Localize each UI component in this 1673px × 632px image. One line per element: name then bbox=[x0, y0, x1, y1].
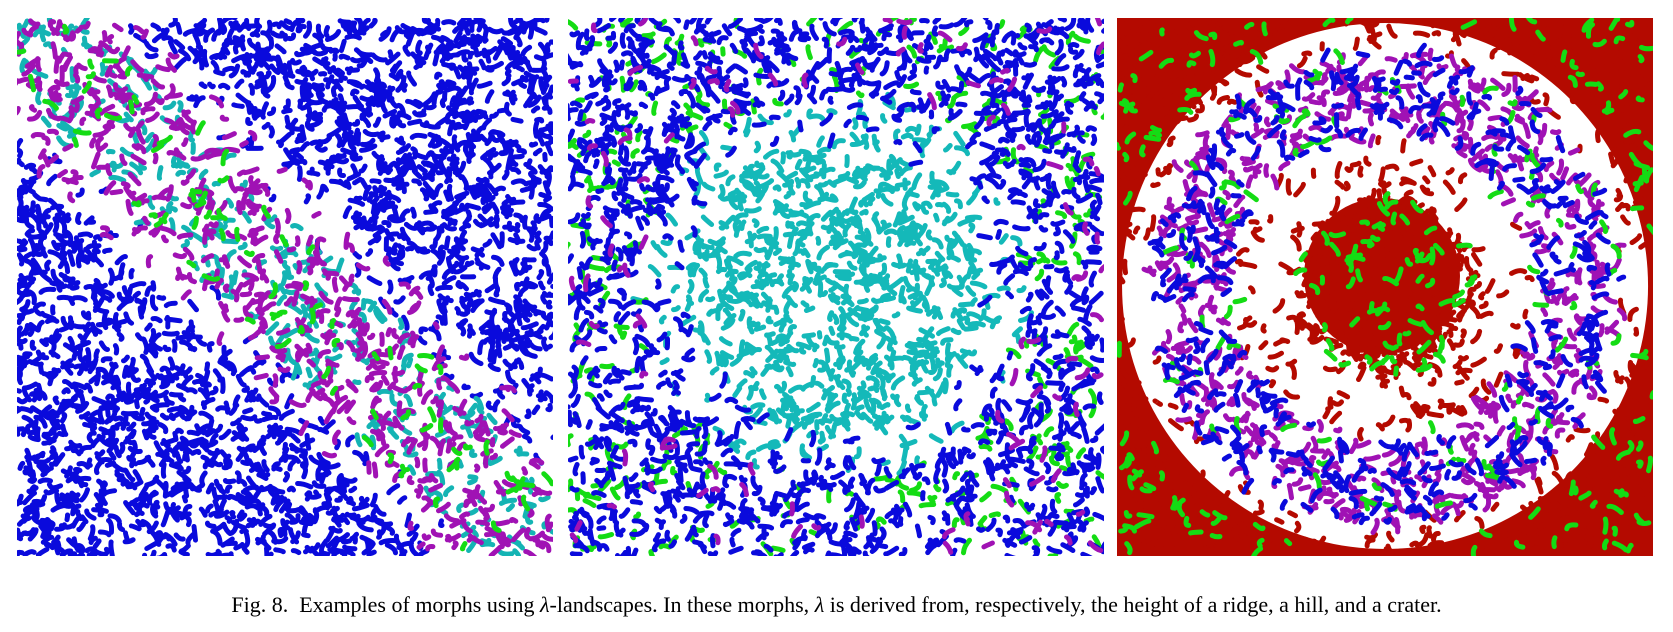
caption-text-3: is derived from, respectively, the heigh… bbox=[824, 592, 1442, 617]
figure-label: Fig. 8. bbox=[231, 592, 289, 617]
ridge-morph-panel bbox=[17, 18, 553, 556]
hill-morph-panel bbox=[568, 18, 1104, 556]
caption-text-2: -landscapes. In these morphs, bbox=[549, 592, 815, 617]
lambda-symbol-2: λ bbox=[814, 592, 825, 617]
ridge-morph-image bbox=[17, 18, 553, 556]
texture-blobs bbox=[568, 18, 1104, 556]
hill-morph-image bbox=[568, 18, 1104, 556]
lambda-symbol: λ bbox=[540, 592, 550, 617]
texture-strokes bbox=[1147, 42, 1627, 526]
texture-blobs bbox=[17, 18, 553, 556]
texture-strokes bbox=[568, 18, 1104, 556]
crater-morph-panel bbox=[1117, 18, 1653, 556]
caption-text-1: Examples of morphs using bbox=[299, 592, 540, 617]
texture-strokes bbox=[17, 18, 553, 556]
figure-panels bbox=[17, 18, 1657, 558]
texture-strokes bbox=[17, 23, 553, 552]
crater-morph-image bbox=[1117, 18, 1653, 556]
figure-caption: Fig. 8. Examples of morphs using λ-lands… bbox=[0, 592, 1673, 618]
texture-blobs bbox=[1117, 18, 1653, 556]
texture-strokes bbox=[568, 18, 1104, 555]
